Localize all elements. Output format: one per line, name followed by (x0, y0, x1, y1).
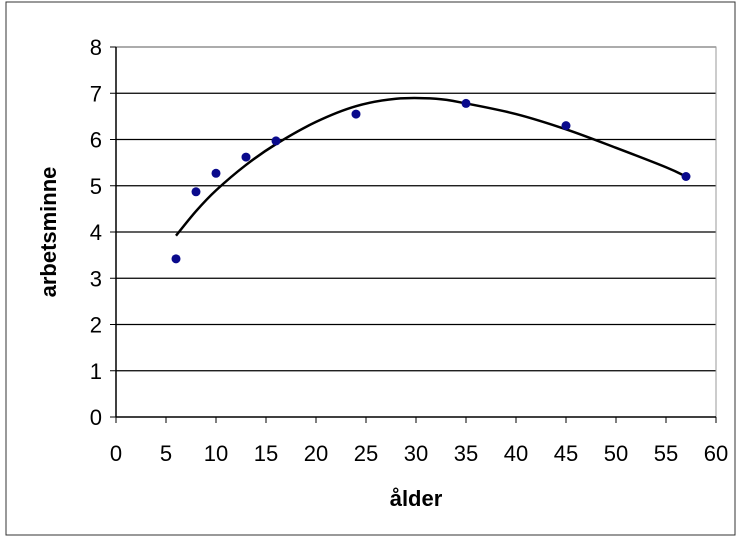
x-tick-label: 30 (404, 441, 428, 466)
x-tick-label: 60 (704, 441, 728, 466)
x-tick-label: 5 (160, 441, 172, 466)
y-tick-label: 0 (90, 405, 102, 430)
x-tick-label: 0 (110, 441, 122, 466)
y-tick-label: 3 (90, 266, 102, 291)
data-points (171, 98, 691, 264)
y-tick-label: 5 (90, 174, 102, 199)
y-tick-label: 4 (90, 220, 102, 245)
y-tick-label: 6 (90, 128, 102, 153)
data-point (191, 187, 201, 197)
x-axis-title: ålder (390, 486, 443, 511)
axes (110, 46, 717, 423)
y-tick-label: 1 (90, 359, 102, 384)
y-axis-title: arbetsminne (36, 167, 61, 298)
data-point (681, 172, 691, 181)
x-tick-label: 25 (354, 441, 378, 466)
x-tick-label: 20 (304, 441, 328, 466)
data-point (351, 109, 361, 119)
x-tick-label: 15 (254, 441, 278, 466)
chart-border (5, 1, 736, 536)
x-tick-label: 35 (454, 441, 478, 466)
trendline-path (175, 96, 687, 237)
data-point (211, 168, 221, 178)
data-point (461, 98, 471, 108)
gridlines (116, 46, 716, 372)
x-tick-label: 50 (604, 441, 628, 466)
data-point (171, 254, 181, 264)
x-tick-label: 40 (504, 441, 528, 466)
data-point (241, 152, 251, 162)
data-point (561, 121, 571, 131)
x-tick-label: 45 (554, 441, 578, 466)
y-tick-label: 8 (90, 35, 102, 60)
x-tick-label: 10 (204, 441, 228, 466)
data-point (271, 136, 281, 146)
y-tick-label: 2 (90, 313, 102, 338)
x-tick-label: 55 (654, 441, 678, 466)
trendline (175, 96, 687, 237)
y-tick-label: 7 (90, 81, 102, 106)
